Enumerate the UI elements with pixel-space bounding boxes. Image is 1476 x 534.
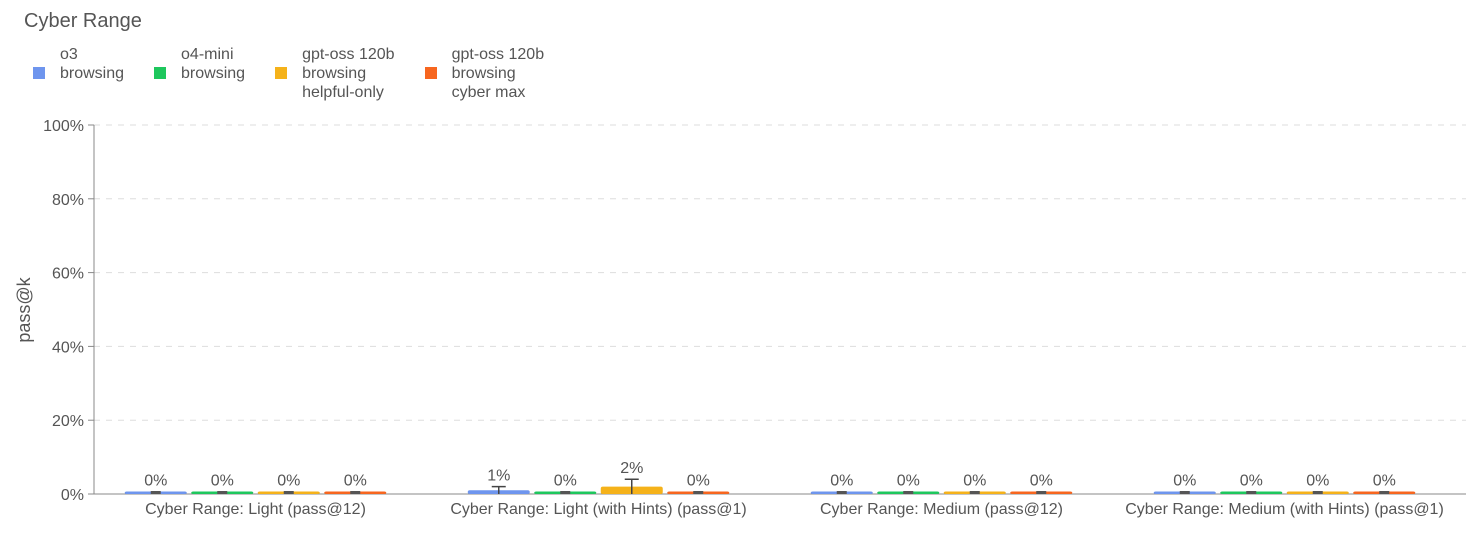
error-marker [836, 491, 847, 494]
data-label: 0% [687, 473, 710, 490]
legend-label: gpt-oss 120b browsing cyber max [451, 46, 545, 101]
legend-item-o3-browsing[interactable]: o3 browsing [33, 45, 124, 102]
error-marker [350, 491, 361, 494]
data-label: 0% [830, 473, 853, 490]
error-marker [283, 491, 294, 494]
y-tick-label: 80% [52, 192, 84, 209]
y-axis-title: pass@k [14, 276, 34, 342]
legend-item-gpt-oss-cyber-max[interactable]: gpt-oss 120b browsing cyber max [424, 45, 545, 102]
legend-label: o4-mini browsing [181, 46, 246, 82]
error-marker [1179, 491, 1190, 494]
y-tick-label: 40% [52, 339, 84, 356]
data-label: 0% [1173, 473, 1196, 490]
x-category-label: Cyber Range: Light (with Hints) (pass@1) [450, 501, 746, 518]
gridlines [94, 124, 1466, 421]
data-label: 2% [620, 460, 643, 477]
data-label: 1% [487, 468, 510, 485]
y-tick-label: 100% [43, 118, 84, 135]
data-label: 0% [1373, 473, 1396, 490]
data-label: 0% [897, 473, 920, 490]
error-marker [903, 491, 914, 494]
legend-label: gpt-oss 120b browsing helpful-only [302, 46, 395, 101]
error-marker [1036, 491, 1047, 494]
data-label: 0% [1030, 473, 1053, 490]
axes: 0% 20% 40% 60% 80% 100% Cyber Range: Light (pa… [43, 118, 1466, 518]
chart-title: Cyber Range [24, 10, 142, 32]
error-marker [693, 491, 704, 494]
x-category-label: Cyber Range: Medium (with Hints) (pass@1… [1125, 501, 1444, 518]
data-label: 0% [211, 473, 234, 490]
data-label: 0% [144, 473, 167, 490]
legend-label: o3 browsing [60, 46, 125, 82]
y-tick-label: 0% [61, 487, 84, 504]
data-label: 0% [344, 473, 367, 490]
error-marker [560, 491, 571, 494]
y-tick-label: 60% [52, 266, 84, 283]
error-marker [1379, 491, 1390, 494]
legend-item-o4-mini-browsing[interactable]: o4-mini browsing [154, 45, 245, 102]
value-labels: 0% 0% 0% 0% 1% 0% 2% 0% 0% 0% 0% 0% 0% 0% 0% 0% [144, 460, 1396, 489]
data-label: 0% [1306, 473, 1329, 490]
data-label: 0% [277, 473, 300, 490]
data-label: 0% [963, 473, 986, 490]
data-label: 0% [1240, 473, 1263, 490]
error-marker [969, 491, 980, 494]
legend-swatch [154, 67, 167, 79]
x-category-label: Cyber Range: Medium (pass@12) [820, 501, 1063, 518]
data-label: 0% [554, 473, 577, 490]
bars [124, 478, 1416, 494]
legend-swatch [33, 67, 45, 79]
x-category-label: Cyber Range: Light (pass@12) [145, 501, 366, 518]
error-marker [1312, 491, 1323, 494]
legend-swatch [424, 67, 437, 79]
error-marker [150, 491, 161, 494]
legend-item-gpt-oss-helpful-only[interactable]: gpt-oss 120b browsing helpful-only [275, 45, 395, 102]
legend: o3 browsing o4-mini browsing gpt-oss 120… [33, 45, 574, 102]
legend-swatch [275, 67, 288, 79]
error-marker [1246, 491, 1257, 494]
y-tick-label: 20% [52, 413, 84, 430]
error-marker [217, 491, 228, 494]
